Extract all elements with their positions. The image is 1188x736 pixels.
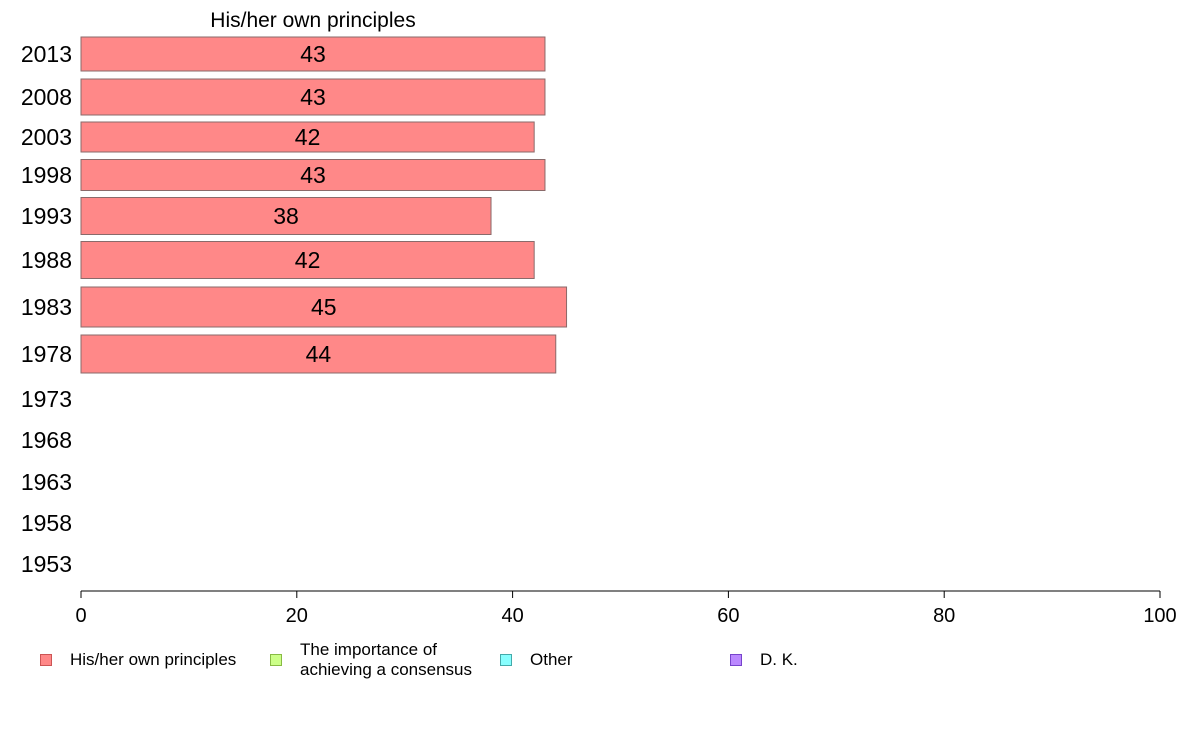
legend-swatch — [500, 654, 512, 666]
bar-1983 — [80, 286, 568, 328]
bar-1988 — [80, 241, 535, 279]
chart-title: His/her own principles — [210, 9, 415, 32]
bar-1978 — [80, 334, 557, 374]
bar-1998 — [80, 159, 546, 191]
legend-item: His/her own principles — [40, 650, 236, 670]
x-tick-label-40: 40 — [501, 605, 523, 627]
legend-label: Other — [530, 650, 573, 669]
legend-item: Other — [500, 650, 573, 670]
bar-value-label-1988: 42 — [295, 247, 321, 273]
legend-item: D. K. — [730, 650, 798, 670]
bar-value-label-2013: 43 — [300, 41, 326, 67]
x-tick-label-0: 0 — [75, 605, 86, 627]
category-label-1988: 1988 — [21, 247, 72, 273]
bar-value-label-1978: 44 — [306, 341, 332, 367]
category-label-2013: 2013 — [21, 41, 72, 67]
legend-item: The importance of achieving a consensus — [270, 640, 472, 680]
bar-value-label-2008: 43 — [300, 84, 326, 110]
category-label-1973: 1973 — [21, 386, 72, 412]
legend-label: D. K. — [760, 650, 798, 669]
legend-swatch — [730, 654, 742, 666]
x-tick-label-60: 60 — [717, 605, 739, 627]
category-label-1953: 1953 — [21, 551, 72, 577]
category-label-1993: 1993 — [21, 203, 72, 229]
category-label-2003: 2003 — [21, 124, 72, 150]
category-label-1963: 1963 — [21, 469, 72, 495]
bar-2013 — [80, 36, 546, 72]
bar-value-label-1993: 38 — [273, 203, 299, 229]
x-tick-label-100: 100 — [1143, 605, 1176, 627]
category-label-1968: 1968 — [21, 427, 72, 453]
legend-swatch — [270, 654, 282, 666]
x-tick-label-80: 80 — [933, 605, 955, 627]
legend-swatch — [40, 654, 52, 666]
legend-label: His/her own principles — [70, 650, 237, 669]
x-tick-label-20: 20 — [286, 605, 308, 627]
bar-value-label-2003: 42 — [295, 124, 321, 150]
bar-2008 — [80, 78, 546, 116]
bar-chart: His/her own principles 4343424338424544 … — [21, 9, 1177, 627]
bar-1993 — [80, 197, 492, 235]
chart-legend: His/her own principles The importance of … — [0, 640, 1188, 690]
category-label-1998: 1998 — [21, 162, 72, 188]
category-label-1958: 1958 — [21, 510, 72, 536]
category-label-1983: 1983 — [21, 294, 72, 320]
bar-2003 — [80, 121, 535, 153]
category-label-2008: 2008 — [21, 84, 72, 110]
legend-label: The importance of achieving a consensus — [300, 640, 473, 679]
bar-value-label-1983: 45 — [311, 294, 337, 320]
bar-value-label-1998: 43 — [300, 162, 326, 188]
category-label-1978: 1978 — [21, 341, 72, 367]
